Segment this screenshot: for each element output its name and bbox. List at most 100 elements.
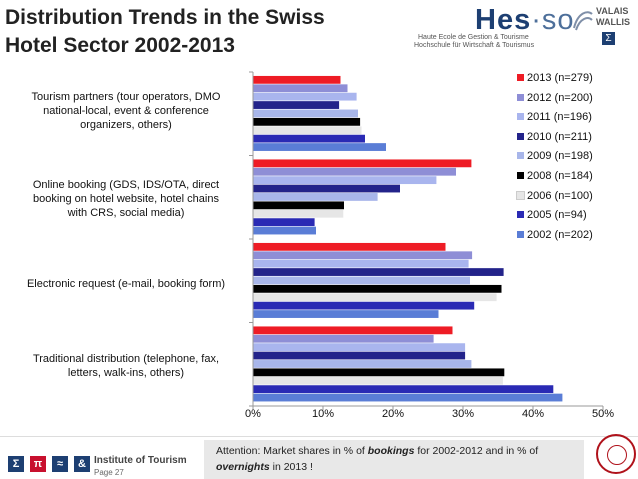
- logo-valais: VALAIS: [596, 6, 629, 16]
- bar: [253, 134, 365, 143]
- attention-bookings: bookings: [367, 445, 415, 457]
- bar: [253, 167, 456, 176]
- logo-hes: Hes: [475, 4, 532, 36]
- bar: [253, 184, 400, 193]
- bar: [253, 126, 362, 135]
- bar: [253, 301, 475, 310]
- bar: [253, 326, 453, 335]
- footer-symbol-icon: ≈: [52, 456, 68, 472]
- bar: [253, 268, 504, 276]
- logo-valais-wallis: VALAIS WALLIS: [596, 6, 630, 28]
- x-tick-label: 10%: [311, 408, 335, 420]
- bar: [253, 310, 439, 318]
- legend-swatch: [516, 190, 525, 200]
- bar: [253, 226, 316, 235]
- hes-so-logo: Hes·so VALAIS WALLIS Haute Ecole de Gest…: [412, 4, 634, 52]
- category-label: Online booking (GDS, IDS/OTA, direct book…: [8, 178, 244, 220]
- attention-text-2: for 2002-2012 and in % of: [414, 445, 539, 457]
- title-line-1: Distribution Trends in the Swiss: [5, 6, 325, 29]
- logo-sigma-badge: Σ: [602, 32, 615, 45]
- bar: [253, 242, 446, 251]
- bar: [253, 218, 315, 227]
- logo-so: ·so: [531, 4, 575, 36]
- bar: [253, 376, 503, 385]
- legend-swatch: [517, 211, 524, 219]
- attention-note: Attention: Market shares in % of booking…: [204, 440, 584, 479]
- footer: [0, 436, 638, 479]
- university-seal-icon: [596, 434, 636, 474]
- category-label-line: with CRS, social media): [67, 207, 185, 219]
- bar: [253, 360, 472, 368]
- bar: [253, 343, 466, 352]
- logo-subtitle-fr: Haute Ecole de Gestion & Tourisme: [418, 34, 529, 41]
- legend-swatch: [517, 230, 524, 238]
- bar: [253, 117, 361, 126]
- category-label-line: Electronic request (e-mail, booking form…: [26, 278, 226, 290]
- bar: [253, 209, 344, 218]
- bar: [253, 276, 470, 285]
- bar: [253, 75, 341, 84]
- x-tick-label: 0%: [245, 408, 261, 420]
- category-label-line: national-local, event & conference: [43, 105, 209, 117]
- legend-label: 2010 (n=211): [527, 130, 592, 143]
- legend-label: 2002 (n=202): [527, 228, 593, 241]
- bar: [253, 84, 348, 93]
- category-label-line: organizers, others): [80, 119, 172, 131]
- logo-wallis: WALLIS: [596, 17, 630, 27]
- legend-swatch: [517, 152, 524, 160]
- bar: [253, 293, 497, 302]
- bar: [253, 351, 466, 360]
- legend-label: 2005 (n=94): [527, 209, 587, 222]
- bar: [253, 109, 358, 118]
- footer-symbol-icon: &: [74, 456, 90, 472]
- title-line-2: Hotel Sector 2002-2013: [5, 34, 235, 57]
- institute-label: Institute of Tourism: [94, 455, 187, 466]
- category-label: Electronic request (e-mail, booking form…: [8, 277, 244, 291]
- footer-divider: [0, 436, 638, 437]
- x-tick-label: 50%: [591, 408, 615, 420]
- bar: [253, 193, 378, 201]
- category-label-line: Online booking (GDS, IDS/OTA, direct: [32, 179, 220, 191]
- bar: [253, 201, 344, 210]
- category-label-line: Tourism partners (tour operators, DMO: [31, 91, 221, 103]
- category-label-line: Traditional distribution (telephone, fax…: [32, 353, 220, 365]
- bar: [253, 143, 386, 151]
- bar: [253, 334, 434, 343]
- legend-label: 2009 (n=198): [527, 150, 593, 163]
- legend-swatch: [517, 74, 524, 81]
- legend-label: 2013 (n=279): [527, 72, 593, 84]
- legend-swatch: [517, 132, 524, 140]
- logo-brand: Hes·so: [475, 4, 575, 37]
- bar: [253, 159, 472, 168]
- category-label: Tourism partners (tour operators, DMO nat…: [8, 90, 244, 132]
- bar: [253, 92, 357, 101]
- category-label-line: letters, walk-ins, others): [67, 367, 185, 379]
- legend-label: 2011 (n=196): [527, 111, 592, 124]
- x-tick-label: 30%: [451, 408, 475, 420]
- page-number: Page 27: [94, 468, 124, 477]
- attention-text-1: Attention: Market shares in % of: [216, 445, 368, 457]
- logo-swirl-icon: [573, 11, 593, 31]
- footer-symbol-icon: Σ: [8, 456, 24, 472]
- bar: [253, 385, 554, 394]
- bar: [253, 259, 469, 268]
- category-label-line: booking on hotel website, hotel chains: [33, 193, 219, 205]
- legend-label: 2012 (n=200): [527, 91, 593, 104]
- legend-label: 2008 (n=184): [527, 170, 593, 182]
- legend-swatch: [517, 172, 524, 179]
- x-tick-label: 40%: [521, 408, 545, 420]
- attention-overnights: overnights: [216, 461, 270, 473]
- category-label: Traditional distribution (telephone, fax…: [8, 352, 244, 380]
- footer-symbol-icon: π: [30, 456, 46, 472]
- bar: [253, 251, 473, 260]
- x-tick-label: 20%: [381, 408, 405, 420]
- bar: [253, 284, 502, 293]
- bar: [253, 368, 505, 377]
- legend-label: 2006 (n=100): [527, 189, 593, 202]
- attention-text-3: in 2013 !: [269, 461, 313, 473]
- bar: [253, 101, 340, 109]
- logo-subtitle-de: Hochschule für Wirtschaft & Tourismus: [414, 42, 535, 49]
- legend-swatch: [517, 93, 524, 101]
- page-title: Distribution Trends in the Swiss Hotel S…: [5, 4, 325, 60]
- bar: [253, 393, 563, 402]
